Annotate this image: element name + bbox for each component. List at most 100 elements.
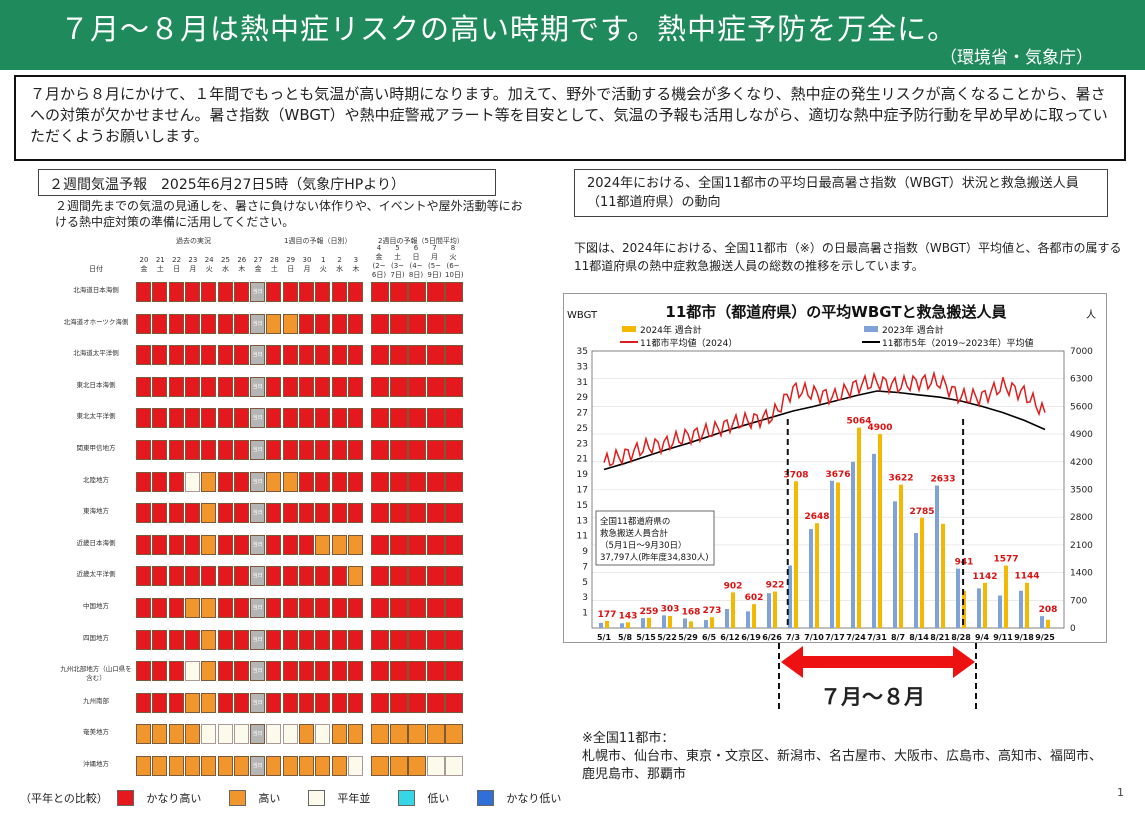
- bar-2024: [878, 434, 882, 628]
- region-label: 近畿日本海側: [76, 538, 116, 547]
- y-right-tick: 6300: [1070, 375, 1093, 385]
- forecast-cell: [299, 471, 314, 492]
- y-left-tick: 29: [577, 393, 589, 403]
- forecast-cell: [136, 345, 151, 366]
- week2-cell: [445, 756, 463, 776]
- day-header: 21 土: [155, 256, 165, 273]
- forecast-cell: [136, 566, 151, 587]
- week2-cell: [389, 756, 408, 776]
- week2-cell: [408, 471, 426, 492]
- forecast-cell: [266, 408, 282, 429]
- forecast-cell: [282, 471, 298, 492]
- forecast-cell: [282, 629, 298, 650]
- bar-2023: [830, 480, 834, 628]
- bar-2023: [599, 622, 603, 628]
- bar-data-label: 2785: [909, 507, 934, 517]
- forecast-cell: [315, 282, 331, 302]
- bar-2024: [857, 427, 861, 628]
- forecast-cell: [282, 408, 298, 429]
- forecast-note: ２週間先までの気温の見通しを、暑さに負けない体作りや、イベントや屋外活動等におけ…: [55, 199, 523, 229]
- x-tick: 7/31: [867, 633, 887, 642]
- today-cell: 当日: [250, 503, 266, 524]
- region-label: 九州南部: [83, 696, 109, 705]
- forecast-cell: [184, 503, 200, 524]
- forecast-cell: [217, 471, 233, 492]
- forecast-cell: [152, 471, 168, 492]
- forecast-cell: [331, 756, 347, 776]
- forecast-cell: [282, 503, 298, 524]
- week2-cell: [445, 692, 463, 713]
- legend-swatch-2023: [864, 326, 878, 332]
- bar-data-label: 1144: [1014, 572, 1039, 582]
- forecast-cell: [152, 313, 168, 334]
- forecast-cell: [266, 598, 282, 618]
- cities-list: 札幌市、仙台市、東京・文京区、新潟市、名古屋市、大阪市、広島市、高知市、福岡市、…: [582, 749, 1103, 782]
- x-tick: 9/18: [1014, 633, 1034, 642]
- week2-day-header: 6 日 (4~ 8日): [408, 244, 424, 279]
- today-cell: 当日: [250, 282, 266, 302]
- forecast-cell: [331, 534, 347, 555]
- region-label: 北海道オホーツク海側: [63, 317, 129, 326]
- week2-cell: [371, 376, 389, 397]
- forecast-cell: [201, 598, 217, 618]
- forecast-cell: [168, 629, 184, 650]
- bar-2024: [626, 622, 630, 628]
- forecast-cell: [168, 534, 184, 555]
- bar-data-label: 3622: [888, 474, 913, 484]
- y-left-tick: 9: [582, 547, 588, 557]
- forecast-cell: [282, 376, 298, 397]
- forecast-cell: [347, 471, 363, 492]
- forecast-cell: [299, 756, 314, 776]
- legend-5yr-line: 11都市5年（2019~2023年）平均値: [882, 337, 1034, 349]
- forecast-cell: [184, 408, 200, 429]
- week2-cell: [389, 440, 408, 460]
- forecast-cell: [136, 598, 151, 618]
- forecast-cell: [201, 376, 217, 397]
- week2-cell: [371, 503, 389, 524]
- today-cell: 当日: [250, 598, 266, 618]
- week2-cell: [408, 661, 426, 682]
- y-left-tick: 3: [582, 593, 588, 603]
- x-tick: 9/25: [1035, 633, 1055, 642]
- x-tick: 5/29: [678, 633, 698, 642]
- forecast-cell: [201, 629, 217, 650]
- page-number: 1: [1117, 786, 1124, 799]
- forecast-cell: [136, 503, 151, 524]
- y-left-tick: 27: [577, 409, 588, 419]
- week2-cell: [408, 503, 426, 524]
- forecast-cell: [233, 313, 249, 334]
- x-tick: 8/14: [909, 633, 929, 642]
- week2-cell: [445, 598, 463, 618]
- y-left-tick: 21: [577, 455, 588, 465]
- forecast-cell: [282, 313, 298, 334]
- forecast-cell: [168, 598, 184, 618]
- annotation-box: [595, 510, 715, 566]
- forecast-cell: [347, 661, 363, 682]
- forecast-cell: [233, 345, 249, 366]
- forecast-cell: [217, 313, 233, 334]
- bar-2024: [836, 482, 840, 628]
- bar-2023: [1019, 590, 1023, 628]
- forecast-cell: [184, 440, 200, 460]
- forecast-cell: [331, 408, 347, 429]
- bar-data-label: 602: [745, 593, 764, 603]
- week2-cell: [408, 629, 426, 650]
- forecast-cell: [184, 661, 200, 682]
- bar-2024: [668, 616, 672, 628]
- day-header: 28 土: [269, 256, 279, 273]
- forecast-cell: [233, 566, 249, 587]
- region-label: 奄美地方: [83, 728, 109, 737]
- week2-cell: [426, 282, 445, 302]
- legend-swatch: [398, 790, 416, 806]
- annotation-line: 全国11都道府県の: [600, 516, 670, 527]
- y-left-tick: 23: [577, 439, 588, 449]
- bar-data-label: 273: [703, 606, 722, 616]
- forecast-cell: [152, 566, 168, 587]
- week2-cell: [408, 408, 426, 429]
- x-tick: 7/10: [804, 633, 824, 642]
- forecast-cell: [266, 282, 282, 302]
- forecast-cell: [299, 503, 314, 524]
- week2-cell: [408, 566, 426, 587]
- legend-swatch: [308, 790, 326, 806]
